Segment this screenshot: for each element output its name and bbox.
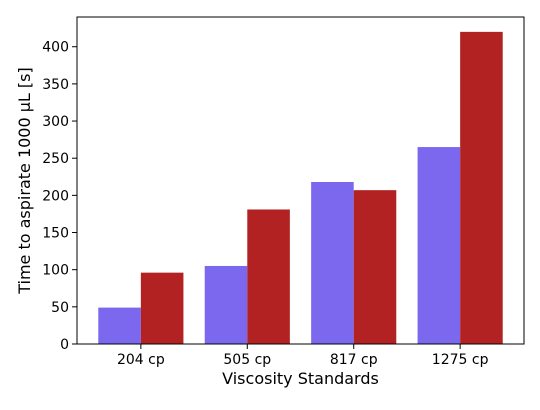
bars-layer (98, 31, 503, 344)
bar-series-2-817-cp (353, 190, 397, 344)
plot-frame (76, 16, 525, 345)
x-tick-label: 204 cp (117, 352, 165, 368)
x-tick-label: 817 cp (330, 352, 378, 368)
x-axis-ticks: 204 cp 505 cp 817 cp 1275 cp (117, 344, 489, 368)
y-axis-ticks: 0 50 100 150 200 250 300 350 400 (42, 40, 77, 353)
y-tick-label: 300 (42, 114, 69, 130)
bar-series-1-505-cp (204, 265, 248, 344)
bar-series-1-1275-cp (417, 147, 461, 344)
bar-series-2-505-cp (247, 209, 290, 344)
x-axis-label: Viscosity Standards (222, 369, 379, 388)
x-tick-label: 1275 cp (432, 352, 489, 368)
y-tick-label: 0 (60, 337, 69, 353)
y-tick-label: 250 (42, 151, 69, 167)
y-tick-label: 200 (42, 188, 69, 204)
y-tick-label: 100 (42, 263, 69, 279)
y-tick-label: 150 (42, 226, 69, 242)
y-tick-label: 350 (42, 77, 69, 93)
bar-series-1-204-cp (98, 307, 141, 344)
bar-series-1-817-cp (311, 181, 354, 344)
y-axis-label: Time to aspirate 1000 µL [s] (15, 67, 34, 295)
x-tick-label: 505 cp (223, 352, 271, 368)
y-tick-label: 400 (42, 40, 69, 56)
bar-series-2-1275-cp (460, 31, 503, 344)
bar-series-2-204-cp (140, 272, 184, 344)
y-tick-label: 50 (51, 300, 69, 316)
